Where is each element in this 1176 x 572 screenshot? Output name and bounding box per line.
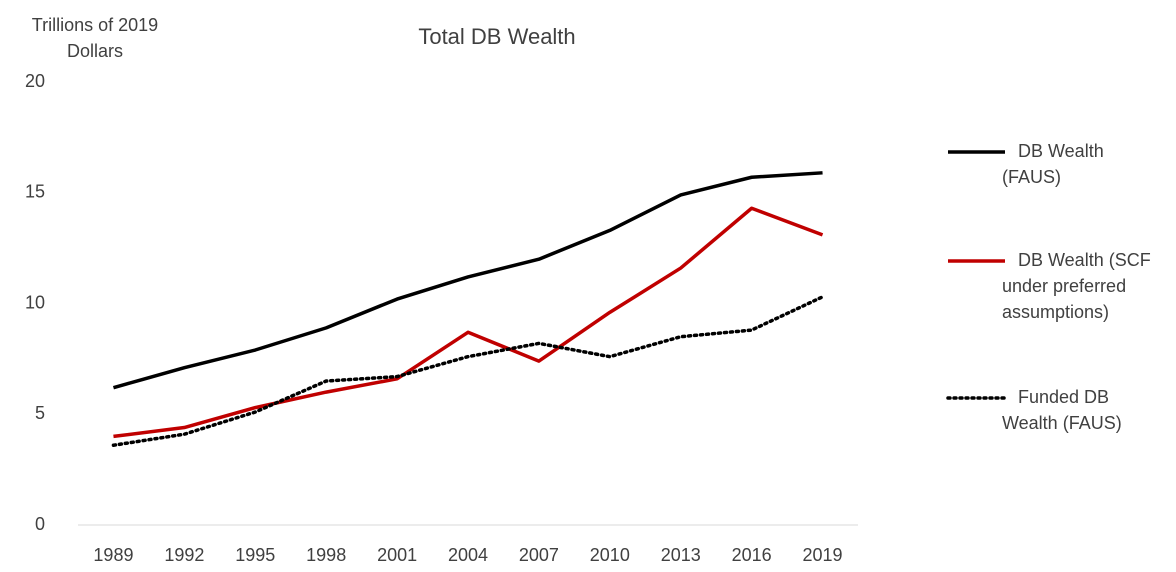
x-tick-label: 2001 [377, 545, 417, 565]
y-tick-label: 5 [35, 403, 45, 423]
line-series [113, 206, 824, 439]
y-tick-label: 10 [25, 292, 45, 312]
x-tick-label: 2013 [661, 545, 701, 565]
x-tick-label: 1992 [164, 545, 204, 565]
line-series [112, 171, 823, 390]
x-tick-label: 2004 [448, 545, 488, 565]
x-tick-label: 2007 [519, 545, 559, 565]
legend-label: DB Wealth (FAUS) [1002, 141, 1104, 187]
x-tick-label: 1995 [235, 545, 275, 565]
line-series [111, 295, 825, 448]
x-tick-label: 1998 [306, 545, 346, 565]
y-axis-label: Trillions of 2019 Dollars [31, 15, 159, 61]
y-tick-label: 15 [25, 182, 45, 202]
x-tick-label: 2010 [590, 545, 630, 565]
legend-label: Funded DB Wealth (FAUS) [1002, 387, 1122, 433]
x-tick-label: 2016 [732, 545, 772, 565]
chart-title: Total DB Wealth [418, 24, 575, 49]
y-tick-label: 20 [25, 71, 45, 91]
y-tick-label: 0 [35, 514, 45, 534]
legend-label: DB Wealth (SCF under preferred assumptio… [1002, 250, 1151, 322]
x-tick-label: 1989 [93, 545, 133, 565]
x-tick-label: 2019 [803, 545, 843, 565]
